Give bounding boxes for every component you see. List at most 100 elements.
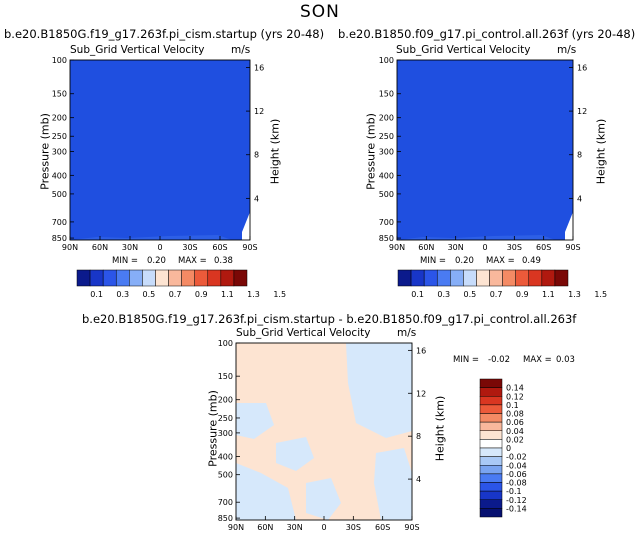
panel1-xtick-label: 60N: [92, 243, 108, 252]
panel1-colorbar-cell: [168, 269, 182, 287]
panel2-xtick-label: 60S: [536, 243, 551, 252]
panel3-ytick-label: 150: [218, 372, 233, 381]
panel2-ytick-label: 850: [379, 234, 394, 243]
panel2-ytick-label: 250: [379, 132, 394, 141]
panel3-min-label: MIN =: [453, 355, 480, 365]
panel1-colorbar-label: 1.3: [247, 290, 260, 299]
panel3-colorbar-cell: [479, 482, 503, 492]
panel2-ylabel: Pressure (mb): [364, 113, 378, 190]
panel2-colorbar-cell: [423, 269, 438, 287]
panel1-ytick-label: 300: [52, 147, 67, 156]
panel2-y2tick-label: 4: [577, 194, 582, 203]
panel3-colorbar-cell: [479, 396, 503, 406]
panel1-max-value: 0.38: [214, 256, 233, 266]
panel3-ylabel: Pressure (mb): [206, 390, 220, 467]
panel3-negative-region: [374, 448, 412, 520]
panel1-colorbar-label: 0.9: [195, 290, 208, 299]
panel3-colorbar-label: 0.06: [506, 418, 524, 427]
panel3-ytick-label: 100: [218, 339, 233, 348]
panel2-ytick-label: 300: [379, 147, 394, 156]
panel2-colorbar-label: 0.3: [437, 290, 450, 299]
panel1-y2tick-label: 4: [254, 194, 259, 203]
panel2-min-label: MIN =: [420, 256, 447, 266]
panel1-ytick-label: 700: [52, 218, 67, 227]
panel3-colorbar-label: 0.14: [506, 384, 524, 393]
panel3-max-value: 0.03: [556, 355, 575, 365]
panel1-colorbar-cell: [129, 269, 143, 287]
panel2-colorbar-cell: [450, 269, 464, 287]
panel2-variable-label: Sub_Grid Vertical Velocity: [396, 44, 531, 56]
panel3-ytick-label: 850: [218, 514, 233, 523]
panel3-max-label: MAX =: [523, 355, 552, 365]
panel2-colorbar-cell: [489, 269, 503, 287]
panel3-xtick-label: 90S: [404, 523, 419, 532]
panel2-colorbar-cell: [554, 269, 569, 287]
panel1-xtick-label: 90N: [62, 243, 78, 252]
panel1-colorbar-cell: [102, 269, 117, 287]
panel3-colorbar-label: -0.14: [506, 504, 527, 513]
panel2-y2tick-label: 16: [577, 63, 587, 72]
panel1-colorbar-cell: [207, 269, 222, 287]
panel2-xtick-label: 30N: [448, 243, 464, 252]
panel3-colorbar-cell: [479, 456, 503, 466]
panel2-colorbar-cell: [397, 269, 412, 287]
panel1-ytick-label: 200: [52, 114, 67, 123]
panel3-colorbar-cell: [479, 439, 503, 449]
panel1-xtick-label: 0: [157, 243, 162, 252]
panel1-colorbar-label: 0.7: [169, 290, 182, 299]
panel1-xtick-label: 30N: [122, 243, 138, 252]
panel3-colorbar-cell: [479, 508, 503, 518]
panel2-field: [397, 60, 573, 240]
panel1-ytick-label: 400: [52, 171, 67, 180]
panel2-colorbar-cell: [476, 269, 490, 287]
panel2-colorbar-cell: [463, 269, 477, 287]
panel3-negative-region: [356, 346, 374, 373]
panel1-colorbar-label: 1.5: [273, 290, 286, 299]
panel2-colorbar-cell: [541, 269, 556, 287]
panel3-frame: [235, 342, 413, 521]
panel3-colorbar-cell: [479, 404, 503, 414]
panel2-polar-mask: [565, 212, 573, 240]
panel2-colorbar-label: 0.5: [464, 290, 477, 299]
panel2-ytick-label: 500: [379, 190, 394, 199]
panel3-ytick-label: 200: [218, 396, 233, 405]
panel3-y2label: Height (km): [433, 395, 447, 462]
panel3-colorbar-label: 0.02: [506, 435, 524, 444]
panel1-min-label: MIN =: [112, 256, 139, 266]
panel3-colorbar-label: -0.08: [506, 479, 527, 488]
panel3-negative-region: [236, 463, 296, 520]
panel2-xtick-label: 90S: [565, 243, 580, 252]
panel3-colorbar-label: 0.1: [506, 401, 519, 410]
panel1-units-label: m/s: [231, 44, 251, 56]
panel3-xtick-label: 30N: [287, 523, 303, 532]
panel2-ytick-label: 100: [379, 56, 394, 65]
panel2-y2tick-label: 12: [577, 107, 587, 116]
panel3-ytick-label: 700: [218, 498, 233, 507]
panel2-frame: [396, 59, 574, 241]
panel2-xtick-label: 30S: [507, 243, 522, 252]
panel3-negative-region: [276, 437, 314, 471]
panel1-ytick-label: 150: [52, 90, 67, 99]
panel2-ytick-label: 700: [379, 218, 394, 227]
panel2-colorbar-label: 1.1: [542, 290, 555, 299]
panel3-colorbar-cell: [479, 447, 503, 457]
panel1-colorbar-cell: [89, 269, 104, 287]
panel3-xtick-label: 0: [321, 523, 326, 532]
panel1-colorbar-cell: [233, 269, 248, 287]
panel1-polar-mask: [242, 212, 250, 240]
panel2-colorbar-label: 1.5: [594, 290, 607, 299]
panel1-title: b.e20.B1850G.f19_g17.263f.pi_cism.startu…: [4, 27, 325, 41]
panel1-y2tick-label: 8: [254, 151, 259, 160]
panel2-max-value: 0.49: [522, 256, 541, 266]
panel3-colorbar-label: -0.06: [506, 470, 527, 479]
panel2-colorbar-cell: [436, 269, 451, 287]
panel3-colorbar-label: 0.08: [506, 410, 524, 419]
panel2-colorbar-cell: [528, 269, 543, 287]
panel2-xtick-label: 0: [482, 243, 487, 252]
panel3-y2tick-label: 12: [416, 389, 426, 398]
panel3-min-value: -0.02: [488, 355, 510, 365]
panel3-colorbar-cell: [479, 421, 503, 431]
panel1-ylabel: Pressure (mb): [38, 113, 52, 190]
panel2-colorbar-label: 0.1: [411, 290, 424, 299]
panel2-colorbar-cell: [515, 269, 530, 287]
